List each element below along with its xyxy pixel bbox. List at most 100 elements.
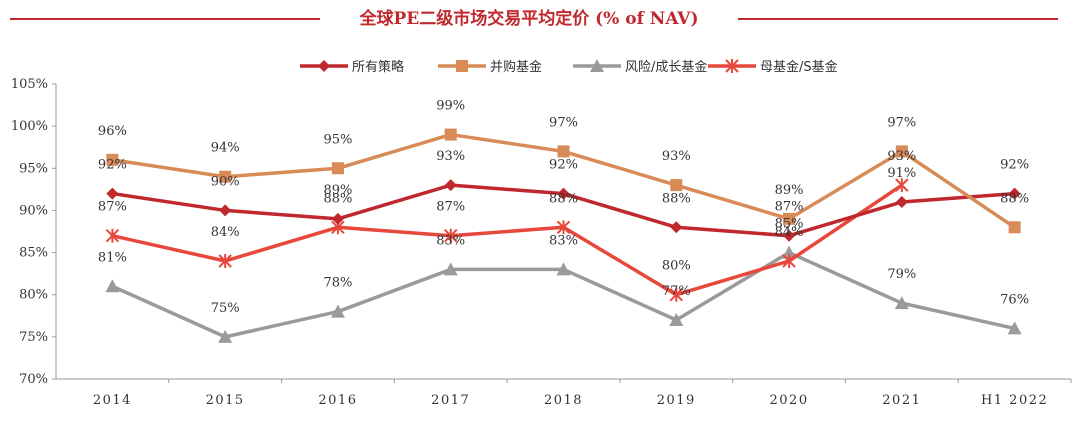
data-label: 80% [662, 259, 691, 274]
series-1 [106, 128, 1021, 234]
data-label: 88% [323, 191, 352, 206]
data-label: 92% [98, 158, 127, 173]
data-label: 96% [98, 124, 127, 139]
data-point [105, 228, 120, 243]
data-point [782, 245, 797, 259]
data-point [331, 212, 344, 225]
legend-label: 母基金/S基金 [760, 59, 838, 75]
data-label: 91% [887, 166, 916, 181]
data-point [443, 262, 458, 276]
data-label: 90% [211, 174, 240, 189]
data-point [895, 145, 908, 158]
legend-item-2: 风险/成长基金 [573, 59, 707, 75]
data-label: 76% [1000, 292, 1029, 307]
x-tick-label: 2019 [657, 393, 696, 408]
x-tick-label: 2020 [770, 393, 809, 408]
data-point [106, 187, 119, 200]
data-point [669, 313, 684, 326]
data-point [106, 153, 119, 166]
legend-label: 风险/成长基金 [625, 59, 707, 75]
data-label: 94% [211, 141, 240, 156]
data-label: 87% [775, 200, 804, 215]
data-label: 99% [436, 99, 465, 114]
legend-marker [590, 59, 604, 72]
data-label: 89% [323, 183, 352, 198]
y-tick-label: 95% [19, 161, 48, 176]
x-tick-label: 2017 [431, 393, 470, 408]
data-point [330, 304, 345, 318]
data-label: 92% [549, 158, 578, 173]
data-label: 87% [98, 200, 127, 215]
legend-label: 并购基金 [490, 59, 542, 75]
data-label: 83% [549, 233, 578, 248]
data-point [895, 178, 909, 193]
chart-title: 全球PE二级市场交易平均定价 (% of NAV) [359, 9, 699, 29]
data-point [1008, 221, 1021, 234]
data-label: 83% [436, 233, 465, 248]
data-label: 89% [775, 183, 804, 198]
y-tick-label: 85% [19, 246, 48, 261]
y-tick-label: 90% [19, 203, 48, 218]
legend-label: 所有策略 [352, 59, 404, 75]
y-tick-label: 105% [11, 77, 48, 92]
title-rule-right [738, 18, 1058, 20]
title-rule-left [10, 18, 320, 20]
data-point [556, 220, 571, 235]
data-point [444, 128, 457, 141]
data-point [669, 287, 683, 302]
data-point [670, 179, 683, 192]
data-point [218, 254, 232, 268]
x-tick-label: 2016 [318, 393, 357, 408]
data-label: 97% [887, 115, 916, 130]
y-tick-label: 100% [11, 119, 48, 134]
legend-marker [318, 60, 330, 72]
data-point [444, 179, 457, 192]
series-line [112, 183, 903, 297]
data-label: 97% [549, 115, 578, 130]
data-label: 88% [549, 191, 578, 206]
series-3 [105, 178, 909, 302]
data-point [331, 162, 344, 175]
y-tick-label: 80% [19, 288, 48, 303]
x-tick-label: 2014 [93, 393, 132, 408]
data-point [1008, 187, 1021, 200]
data-label: 84% [775, 225, 804, 240]
data-label: 84% [211, 225, 240, 240]
data-point [557, 145, 570, 158]
data-label: 75% [211, 301, 240, 316]
legend-item-1: 并购基金 [438, 59, 542, 75]
data-label: 95% [323, 132, 352, 147]
data-label: 78% [323, 276, 352, 291]
chart-title-bar: 全球PE二级市场交易平均定价 (% of NAV) [0, 4, 1080, 34]
y-tick-label: 75% [19, 330, 48, 345]
data-point [219, 170, 232, 183]
legend-item-3: 母基金/S基金 [708, 59, 838, 75]
data-label: 93% [662, 149, 691, 164]
data-point [894, 296, 909, 310]
legend-marker [725, 59, 739, 73]
data-point [556, 262, 571, 276]
data-label: 93% [887, 149, 916, 164]
data-point [670, 221, 683, 234]
data-label: 79% [887, 267, 916, 282]
data-label: 87% [436, 200, 465, 215]
data-point [783, 229, 796, 242]
series-2 [105, 245, 1022, 343]
legend-item-0: 所有策略 [300, 59, 404, 75]
data-point [557, 187, 570, 200]
series-0 [106, 179, 1021, 242]
data-point [219, 204, 232, 217]
data-label: 88% [662, 191, 691, 206]
data-point [782, 254, 796, 268]
data-label: 81% [98, 250, 127, 265]
x-tick-label: 2021 [882, 393, 921, 408]
data-label: 92% [1000, 158, 1029, 173]
data-point [444, 228, 458, 243]
data-point [218, 329, 233, 343]
data-point [1007, 321, 1022, 335]
x-tick-label: 2018 [544, 393, 583, 408]
data-label: 77% [662, 284, 691, 299]
x-tick-label: H1 2022 [981, 393, 1048, 408]
y-tick-label: 70% [19, 372, 48, 387]
